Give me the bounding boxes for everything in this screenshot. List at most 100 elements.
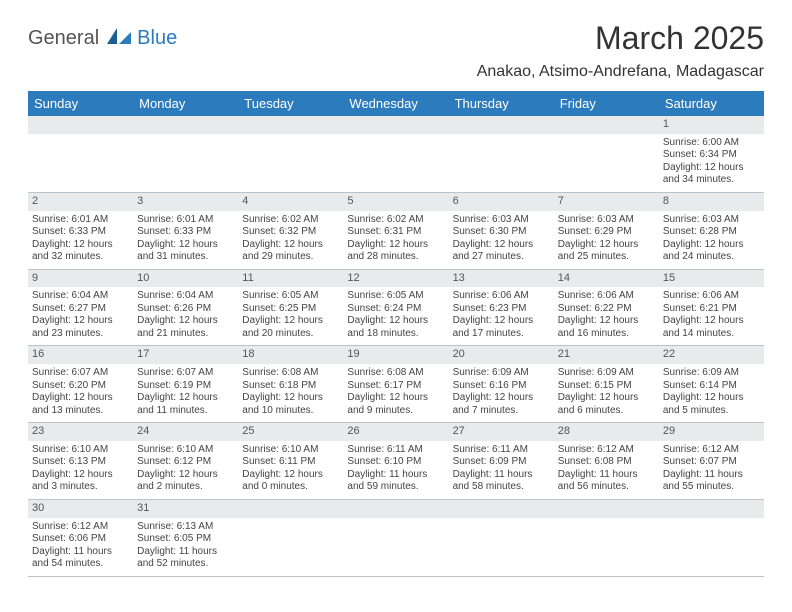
day-ss: Sunset: 6:28 PM xyxy=(663,226,760,239)
day-content-row: Sunrise: 6:07 AMSunset: 6:20 PM Daylight:… xyxy=(28,364,764,423)
day-number-cell: 16 xyxy=(28,346,133,364)
day-content-row: Sunrise: 6:04 AMSunset: 6:27 PMDaylight:… xyxy=(28,287,764,346)
weekday-header: Tuesday xyxy=(238,91,343,116)
daynum-row: 1 xyxy=(28,116,764,134)
day-number-cell xyxy=(343,116,448,134)
day-cell xyxy=(449,518,554,577)
day-sr: Sunrise: 6:03 AM xyxy=(453,214,550,227)
day-d1: Daylight: 12 hours xyxy=(242,392,339,405)
day-d2: and 27 minutes. xyxy=(453,251,550,264)
day-d2: and 55 minutes. xyxy=(663,481,760,494)
day-number-cell xyxy=(554,116,659,134)
title-block: March 2025 Anakao, Atsimo-Andrefana, Mad… xyxy=(477,20,764,81)
day-d1: Daylight: 12 hours xyxy=(663,162,760,175)
day-sr: Sunrise: 6:01 AM xyxy=(32,214,129,227)
day-number-cell: 14 xyxy=(554,269,659,287)
day-cell: Sunrise: 6:00 AMSunset: 6:34 PMDaylight:… xyxy=(659,134,764,193)
day-d2: and 3 minutes. xyxy=(32,481,129,494)
day-d1: Daylight: 12 hours xyxy=(453,239,550,252)
day-d1: Daylight: 12 hours xyxy=(558,239,655,252)
day-d1: Daylight: 11 hours xyxy=(32,546,129,559)
day-sr: Sunrise: 6:08 AM xyxy=(242,367,339,380)
daynum-row: 23242526272829 xyxy=(28,423,764,441)
day-sr: Sunrise: 6:13 AM xyxy=(137,521,234,534)
day-number-cell: 1 xyxy=(659,116,764,134)
day-cell xyxy=(28,134,133,193)
day-d2: and 31 minutes. xyxy=(137,251,234,264)
day-d2: and 54 minutes. xyxy=(32,558,129,571)
weekday-header: Monday xyxy=(133,91,238,116)
day-number-cell: 13 xyxy=(449,269,554,287)
day-number-cell: 15 xyxy=(659,269,764,287)
day-number-cell xyxy=(238,499,343,517)
day-cell: Sunrise: 6:10 AMSunset: 6:11 PMDaylight:… xyxy=(238,441,343,500)
day-ss: Sunset: 6:32 PM xyxy=(242,226,339,239)
day-number-cell: 6 xyxy=(449,192,554,210)
day-sr: Sunrise: 6:00 AM xyxy=(663,137,760,150)
day-ss: Sunset: 6:17 PM xyxy=(347,380,444,393)
day-d1: Daylight: 12 hours xyxy=(453,392,550,405)
day-cell xyxy=(343,134,448,193)
day-ss: Sunset: 6:16 PM xyxy=(453,380,550,393)
daynum-row: 2345678 xyxy=(28,192,764,210)
day-d1: Daylight: 12 hours xyxy=(663,392,760,405)
day-number-cell xyxy=(554,499,659,517)
day-d2: and 23 minutes. xyxy=(32,328,129,341)
day-cell: Sunrise: 6:05 AMSunset: 6:25 PMDaylight:… xyxy=(238,287,343,346)
day-ss: Sunset: 6:15 PM xyxy=(558,380,655,393)
day-cell: Sunrise: 6:03 AMSunset: 6:28 PMDaylight:… xyxy=(659,211,764,270)
day-d1: Daylight: 11 hours xyxy=(663,469,760,482)
day-sr: Sunrise: 6:03 AM xyxy=(558,214,655,227)
day-sr: Sunrise: 6:06 AM xyxy=(663,290,760,303)
day-cell: Sunrise: 6:04 AMSunset: 6:27 PMDaylight:… xyxy=(28,287,133,346)
day-ss: Sunset: 6:20 PM xyxy=(32,380,129,393)
day-d2: and 34 minutes. xyxy=(663,174,760,187)
day-number-cell xyxy=(133,116,238,134)
day-sr: Sunrise: 6:12 AM xyxy=(558,444,655,457)
daynum-row: 16171819202122 xyxy=(28,346,764,364)
logo-text-blue: Blue xyxy=(137,27,177,50)
weekday-header: Wednesday xyxy=(343,91,448,116)
day-cell: Sunrise: 6:03 AMSunset: 6:29 PMDaylight:… xyxy=(554,211,659,270)
day-d2: and 29 minutes. xyxy=(242,251,339,264)
day-d1: Daylight: 12 hours xyxy=(137,239,234,252)
day-cell xyxy=(343,518,448,577)
day-number-cell: 28 xyxy=(554,423,659,441)
day-number-cell: 21 xyxy=(554,346,659,364)
header: General Blue March 2025 Anakao, Atsimo-A… xyxy=(28,20,764,81)
day-cell: Sunrise: 6:07 AMSunset: 6:20 PMDaylight:… xyxy=(28,364,133,423)
day-cell: Sunrise: 6:12 AMSunset: 6:06 PMDaylight:… xyxy=(28,518,133,577)
day-d2: and 17 minutes. xyxy=(453,328,550,341)
day-d1: Daylight: 12 hours xyxy=(137,392,234,405)
day-number-cell: 19 xyxy=(343,346,448,364)
day-number-cell xyxy=(343,499,448,517)
day-number-cell: 11 xyxy=(238,269,343,287)
logo-text-general: General xyxy=(28,27,99,50)
day-ss: Sunset: 6:30 PM xyxy=(453,226,550,239)
day-cell: Sunrise: 6:01 AMSunset: 6:33 PMDaylight:… xyxy=(133,211,238,270)
day-ss: Sunset: 6:29 PM xyxy=(558,226,655,239)
day-d1: Daylight: 12 hours xyxy=(663,239,760,252)
day-d2: and 32 minutes. xyxy=(32,251,129,264)
day-d1: Daylight: 12 hours xyxy=(32,315,129,328)
logo: General Blue xyxy=(28,26,177,51)
day-sr: Sunrise: 6:07 AM xyxy=(32,367,129,380)
day-d2: and 9 minutes. xyxy=(347,405,444,418)
day-d1: Daylight: 12 hours xyxy=(347,315,444,328)
day-d1: Daylight: 12 hours xyxy=(32,239,129,252)
day-cell: Sunrise: 6:06 AMSunset: 6:21 PMDaylight:… xyxy=(659,287,764,346)
day-ss: Sunset: 6:33 PM xyxy=(32,226,129,239)
day-sr: Sunrise: 6:05 AM xyxy=(347,290,444,303)
day-cell: Sunrise: 6:06 AMSunset: 6:23 PMDaylight:… xyxy=(449,287,554,346)
day-d2: and 21 minutes. xyxy=(137,328,234,341)
day-cell: Sunrise: 6:11 AMSunset: 6:10 PMDaylight:… xyxy=(343,441,448,500)
day-sr: Sunrise: 6:09 AM xyxy=(453,367,550,380)
day-d1: Daylight: 12 hours xyxy=(453,315,550,328)
day-ss: Sunset: 6:08 PM xyxy=(558,456,655,469)
day-number-cell: 20 xyxy=(449,346,554,364)
day-sr: Sunrise: 6:01 AM xyxy=(137,214,234,227)
daynum-row: 3031 xyxy=(28,499,764,517)
day-cell: Sunrise: 6:10 AMSunset: 6:13 PMDaylight:… xyxy=(28,441,133,500)
weekday-header: Saturday xyxy=(659,91,764,116)
day-number-cell: 12 xyxy=(343,269,448,287)
